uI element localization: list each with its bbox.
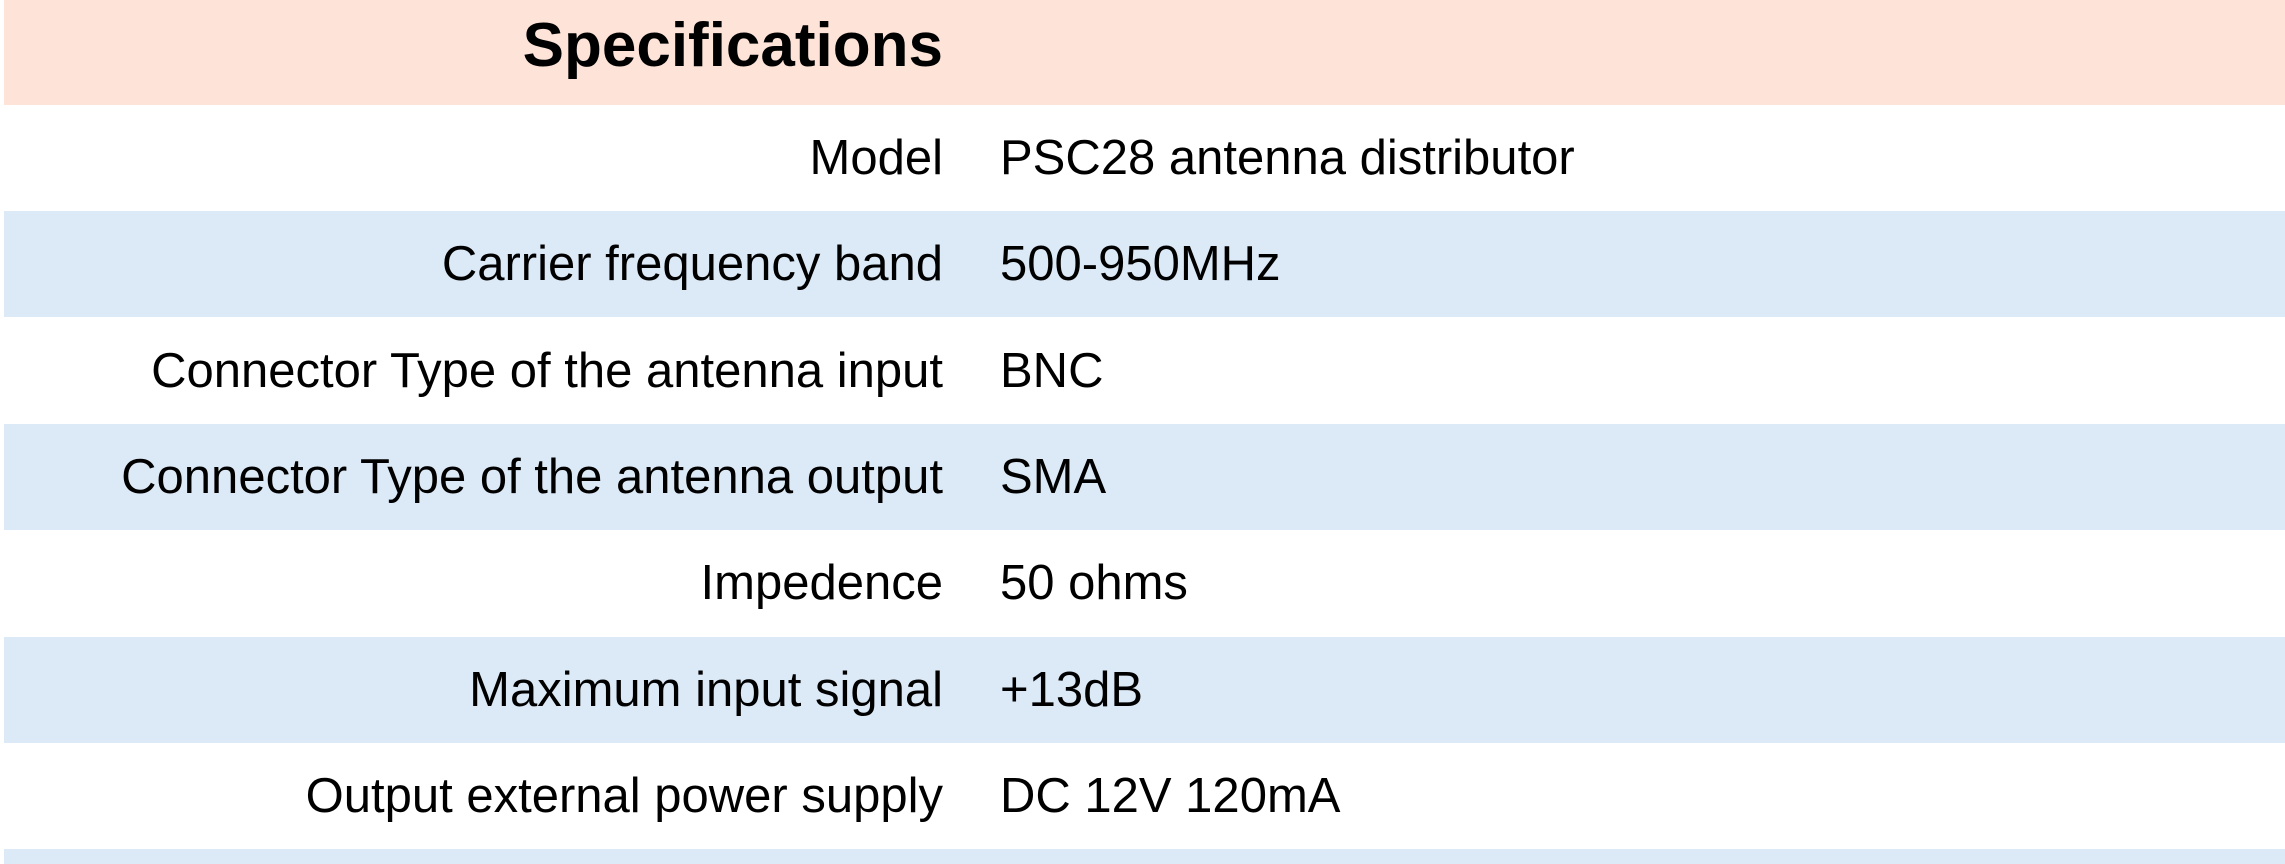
- table-row: Output external power supply DC 12V 120mA: [4, 743, 2285, 849]
- header-band: Specifications: [4, 0, 2285, 105]
- row-value: BNC: [1000, 343, 1104, 398]
- table-row: Carrier frequency band 500-950MHz: [4, 211, 2285, 318]
- table-row: Connector Type of the antenna output SMA: [4, 423, 2285, 530]
- row-label: Model: [809, 131, 943, 185]
- row-label: Maximum input signal: [469, 662, 943, 717]
- table-row: Maximum input signal +13dB: [4, 636, 2285, 743]
- title: Specifications: [522, 11, 943, 80]
- spec-table: Specifications Model PSC28 antenna distri…: [4, 0, 2285, 864]
- row-value: 50 ohms: [1000, 556, 1188, 611]
- row-label: Connector Type of the antenna output: [121, 449, 943, 504]
- row-value: +13dB: [1000, 662, 1144, 717]
- row-value: DC 12V 120mA: [1000, 768, 1341, 823]
- row-value: 500-950MHz: [1000, 237, 1281, 292]
- row-label: Output external power supply: [305, 768, 943, 823]
- table-row: Connector Type of the antenna input BNC: [4, 318, 2285, 424]
- row-value: PSC28 antenna distributor: [1000, 131, 1575, 185]
- row-value: SMA: [1000, 449, 1107, 504]
- row-label: Impedence: [700, 556, 943, 611]
- row-label: Connector Type of the antenna input: [151, 343, 943, 398]
- row-band: [4, 849, 2285, 864]
- table-row: Impedence 50 ohms: [4, 530, 2285, 636]
- table-row: Model PSC28 antenna distributor: [4, 105, 2285, 211]
- row-label: Carrier frequency band: [441, 237, 943, 292]
